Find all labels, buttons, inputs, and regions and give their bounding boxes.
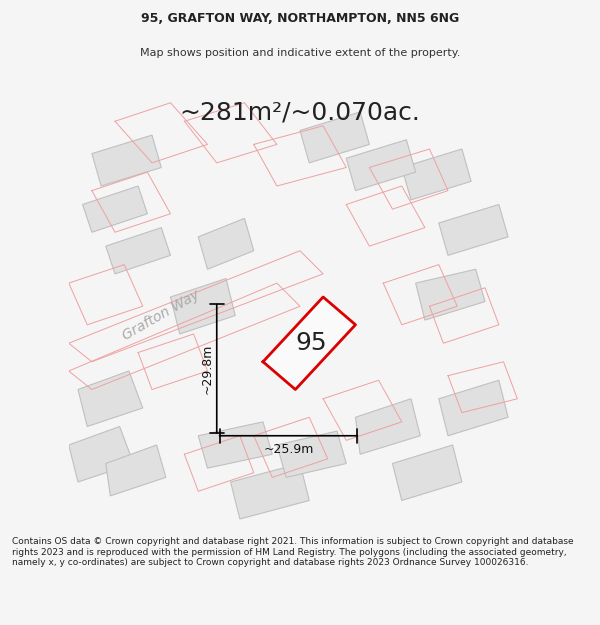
Polygon shape (439, 380, 508, 436)
Polygon shape (392, 445, 462, 501)
Text: ~29.8m: ~29.8m (201, 344, 214, 394)
Text: 95: 95 (296, 331, 328, 355)
Text: Contains OS data © Crown copyright and database right 2021. This information is : Contains OS data © Crown copyright and d… (12, 538, 574, 568)
Polygon shape (416, 269, 485, 320)
Polygon shape (402, 149, 471, 200)
Polygon shape (78, 371, 143, 426)
Polygon shape (170, 279, 235, 334)
Text: Grafton Way: Grafton Way (120, 288, 202, 343)
Polygon shape (92, 135, 161, 186)
Text: ~281m²/~0.070ac.: ~281m²/~0.070ac. (179, 100, 421, 124)
Polygon shape (355, 399, 420, 454)
Text: Map shows position and indicative extent of the property.: Map shows position and indicative extent… (140, 48, 460, 58)
Polygon shape (277, 431, 346, 478)
Polygon shape (230, 464, 309, 519)
Polygon shape (106, 445, 166, 496)
Polygon shape (300, 112, 370, 163)
Polygon shape (106, 228, 170, 274)
Polygon shape (83, 186, 148, 232)
Polygon shape (69, 426, 133, 482)
Polygon shape (439, 204, 508, 256)
Polygon shape (346, 140, 416, 191)
Polygon shape (198, 218, 254, 269)
Polygon shape (198, 422, 272, 468)
Polygon shape (263, 297, 355, 389)
Text: ~25.9m: ~25.9m (263, 443, 314, 456)
Text: 95, GRAFTON WAY, NORTHAMPTON, NN5 6NG: 95, GRAFTON WAY, NORTHAMPTON, NN5 6NG (141, 12, 459, 25)
